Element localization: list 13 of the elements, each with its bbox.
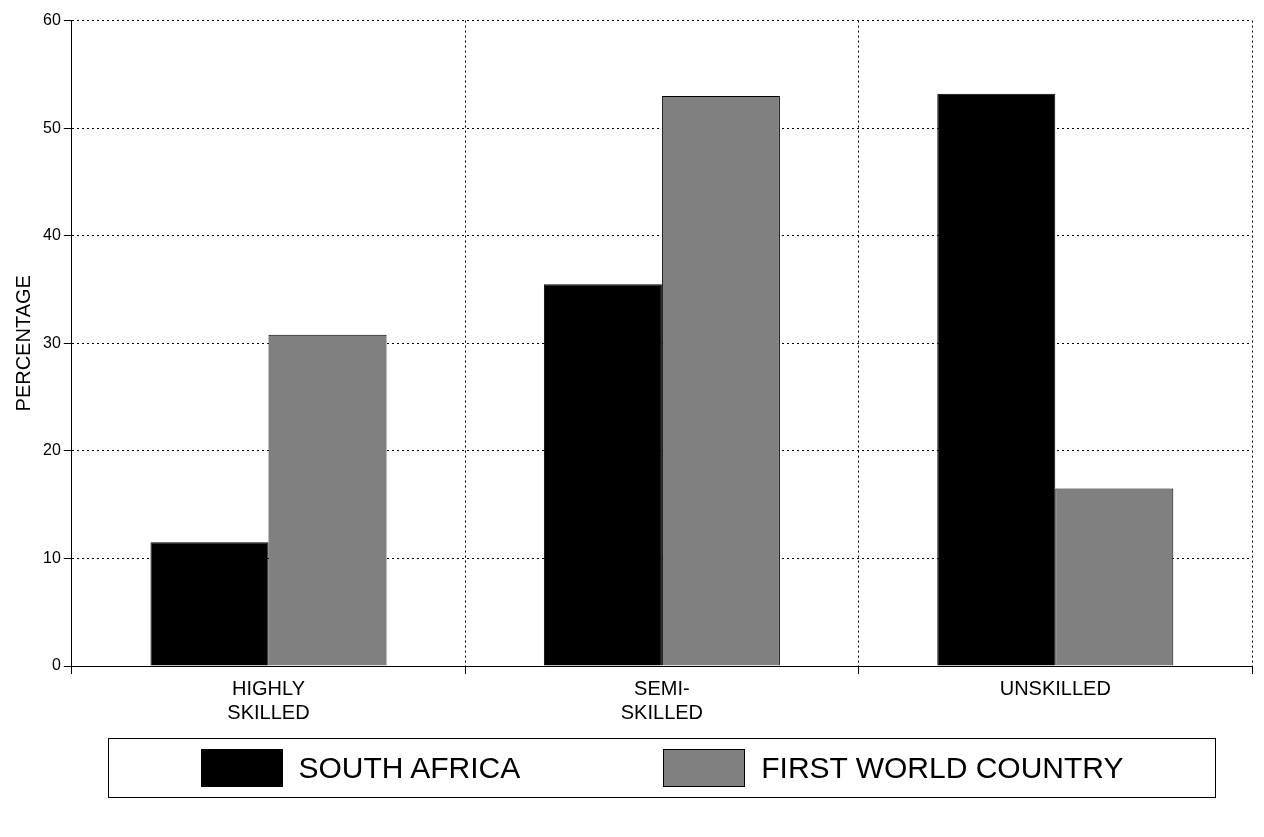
y-axis-title: PERCENTAGE	[11, 275, 34, 412]
y-tick-label: 50	[43, 118, 61, 136]
y-tick-label: 0	[51, 656, 61, 674]
legend-label: SOUTH AFRICA	[298, 751, 521, 785]
y-tick-label: 30	[43, 333, 61, 351]
x-tick-label: SEMI-SKILLED	[620, 676, 704, 723]
y-tick-label: 20	[43, 441, 61, 459]
x-tick-label: UNSKILLED	[999, 676, 1111, 699]
y-tick-label: 60	[43, 11, 61, 29]
y-tick-label: 10	[43, 548, 61, 566]
y-tick-label: 40	[43, 226, 61, 244]
legend-label: FIRST WORLD COUNTRY	[761, 751, 1124, 785]
x-tick-label: HIGHLY SKILLED	[227, 676, 310, 723]
